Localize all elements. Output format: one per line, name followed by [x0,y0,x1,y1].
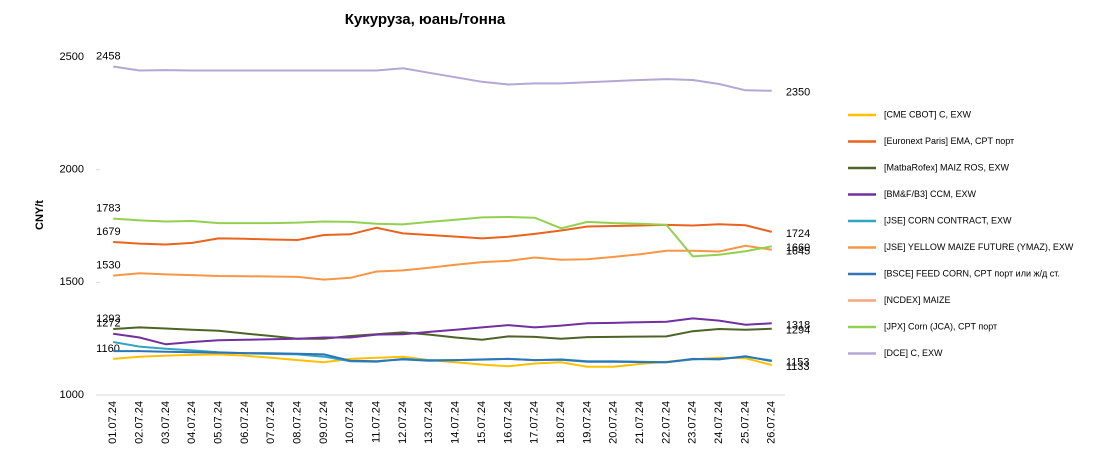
data-label: 1293 [96,313,120,325]
data-label: 1660 [786,242,810,254]
x-tick-label: 06.07.24 [239,401,251,444]
legend-label: [CME CBOT] C, EXW [884,109,972,119]
x-tick-label: 02.07.24 [133,401,145,444]
data-label: 2458 [96,50,120,62]
x-tick-label: 08.07.24 [292,401,304,444]
legend-label: [MatbaRofex] MAIZ ROS, EXW [884,162,1010,172]
y-tick-label: 1500 [60,276,84,288]
x-tick-label: 11.07.24 [371,401,383,443]
legend-label: [NCDEX] MAIZE [884,295,951,305]
x-tick-label: 14.07.24 [450,401,462,444]
x-tick-label: 19.07.24 [581,401,593,444]
y-tick-label: 2500 [60,51,84,63]
series-line [113,326,772,341]
x-tick-label: 24.07.24 [713,401,725,444]
data-label: 1133 [786,361,810,373]
x-tick-label: 16.07.24 [502,401,514,444]
data-label: 1160 [96,343,120,355]
chart-title: Кукуруза, юань/тонна [345,11,506,28]
data-label: 1724 [786,228,810,240]
x-tick-label: 20.07.24 [608,401,620,444]
legend-label: [Euronext Paris] EMA, CPT порт [884,136,1014,146]
data-label: 2350 [786,87,810,99]
x-tick-label: 22.07.24 [660,401,672,444]
x-tick-label: 05.07.24 [212,401,224,444]
series-line [113,350,772,364]
legend-label: [JSE] CORN CONTRACT, EXW [884,215,1012,225]
data-label: 1272 [96,318,120,330]
x-tick-label: 12.07.24 [397,401,409,444]
data-label: 1783 [96,202,120,214]
x-tick-label: 17.07.24 [529,401,541,444]
series-line [113,317,772,346]
series-line [113,215,772,258]
x-tick-label: 07.07.24 [265,401,277,444]
data-label: 1645 [786,246,810,258]
x-tick-label: 23.07.24 [687,401,699,444]
x-tick-label: 01.07.24 [107,401,119,444]
x-tick-label: 13.07.24 [423,401,435,444]
x-tick-label: 25.07.24 [739,401,751,444]
data-label: 1530 [96,259,120,271]
y-axis-label: CNY/t [34,200,46,230]
x-tick-label: 10.07.24 [344,401,356,444]
series-line [113,223,773,246]
data-label: 1294 [786,325,810,337]
x-tick-label: 04.07.24 [186,401,198,444]
x-tick-label: 26.07.24 [766,401,778,444]
legend-label: [JSE] YELLOW MAIZE FUTURE (YMAZ), EXW [884,242,1074,252]
x-tick-label: 21.07.24 [634,401,646,444]
x-tick-label: 03.07.24 [160,401,172,444]
data-label: 1318 [786,319,810,331]
legend-label: [JPX] Corn (JCA), CPT порт [884,321,997,331]
y-tick-label: 2000 [60,164,84,176]
x-tick-label: 15.07.24 [476,401,488,444]
legend-label: [BSCE] FEED CORN, CPT порт или ж/д ст. [884,268,1060,278]
x-tick-label: 09.07.24 [318,401,330,444]
y-tick-label: 1000 [60,389,84,401]
legend-label: [BM&F/B3] CCM, EXW [884,189,977,199]
data-label: 1153 [786,356,810,368]
legend-label: [DCE] C, EXW [884,348,943,358]
x-tick-label: 18.07.24 [555,401,567,444]
series-line [113,244,772,281]
series-line [113,65,772,92]
data-label: 1679 [96,226,120,238]
